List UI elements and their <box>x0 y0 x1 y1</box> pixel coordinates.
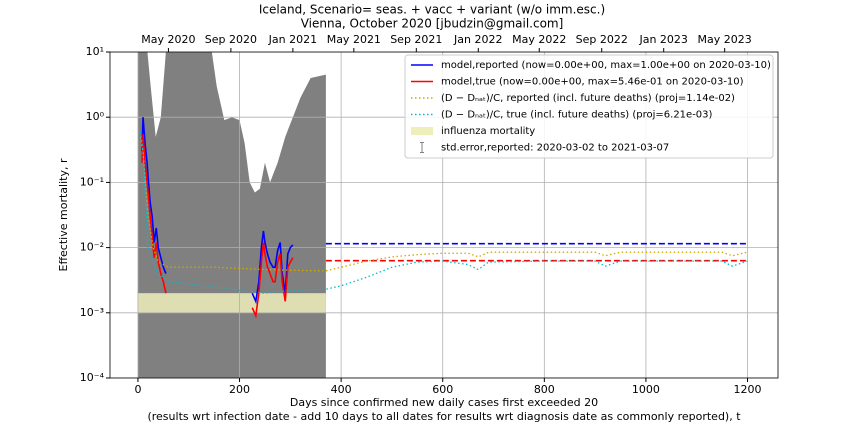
y-tick-label: 10⁻⁴ <box>80 371 105 384</box>
series-line <box>141 134 167 294</box>
x2-tick-label: Sep 2020 <box>205 33 257 46</box>
legend-swatch <box>411 127 433 135</box>
x-axis-label: Days since confirmed new daily cases fir… <box>290 396 598 409</box>
error-area <box>137 52 326 378</box>
series-line <box>141 117 167 274</box>
legend-box <box>404 54 774 159</box>
legend-label: std.error,reported: 2020-03-02 to 2021-0… <box>441 143 669 154</box>
x2-tick-label: May 2020 <box>141 33 195 46</box>
legend-label: (D − Dₙₐₜ)/C, true (incl. future deaths)… <box>441 110 713 121</box>
x-tick-label: 600 <box>432 383 453 396</box>
x2-tick-label: Jan 2021 <box>268 33 317 46</box>
legend-label: influenza mortality <box>441 126 535 137</box>
legend-label: model,true (now=0.00e+00, max=5.46e-01 o… <box>441 77 744 88</box>
x2-tick-label: May 2021 <box>327 33 381 46</box>
series-line <box>139 131 748 294</box>
plot-frame <box>109 51 779 379</box>
y-axis-label: Effective mortality, r <box>57 158 70 271</box>
y-tick-label: 10⁻² <box>80 241 104 254</box>
x2-tick-label: May 2023 <box>698 33 752 46</box>
x-tick-label: 800 <box>534 383 555 396</box>
chart-subtitle: Vienna, October 2020 [jbudzin@gmail.com] <box>301 17 564 31</box>
x-tick-label: 1200 <box>734 383 762 396</box>
legend-label: (D − Dₙₐₜ)/C, reported (incl. future dea… <box>441 93 735 104</box>
influenza-band <box>137 293 326 313</box>
legend: model,reported (now=0.00e+00, max=1.00e+… <box>404 54 774 159</box>
legend-swatch <box>420 142 424 153</box>
chart-title: Iceland, Scenario= seas. + vacc + varian… <box>259 3 605 17</box>
x-axis-label-2: (results wrt infection date - add 10 day… <box>147 410 741 423</box>
x-tick-label: 1000 <box>632 383 660 396</box>
x-tick-label: 400 <box>331 383 352 396</box>
x-tick-label: 200 <box>229 383 250 396</box>
x2-tick-label: Sep 2022 <box>576 33 628 46</box>
x2-tick-label: Sep 2021 <box>390 33 442 46</box>
y-tick-label: 10⁰ <box>86 110 105 123</box>
y-tick-label: 10¹ <box>86 45 104 58</box>
x2-tick-label: Jan 2023 <box>638 33 687 46</box>
x2-tick-label: May 2022 <box>512 33 566 46</box>
x-tick-label: 0 <box>134 383 141 396</box>
y-tick-label: 10⁻³ <box>80 306 104 319</box>
legend-label: model,reported (now=0.00e+00, max=1.00e+… <box>441 60 771 71</box>
y-tick-label: 10⁻¹ <box>80 175 104 188</box>
x2-tick-label: Jan 2022 <box>453 33 502 46</box>
series-line <box>251 242 294 319</box>
